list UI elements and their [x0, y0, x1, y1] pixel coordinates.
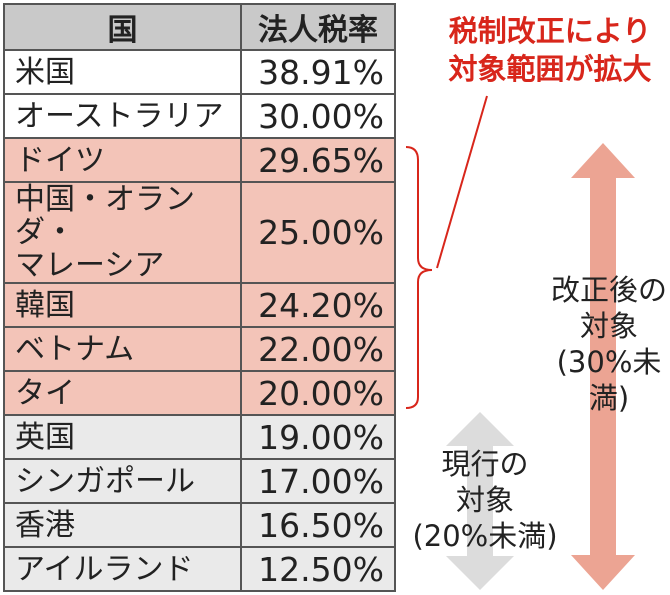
tax-rate-cell: 25.00%: [240, 181, 396, 284]
annotation-expanded-scope: 税制改正により 対象範囲が拡大: [430, 12, 670, 88]
tax-rate-cell: 22.00%: [240, 326, 396, 372]
annotation-expanded-line-1: 税制改正により: [448, 14, 652, 48]
tax-rate-cell: 12.50%: [240, 546, 396, 592]
table-row: オーストラリア 30.00%: [3, 93, 396, 139]
table-row: 香港 16.50%: [3, 502, 396, 548]
annotation-connector: [436, 95, 488, 269]
label-current-line-3: (20%未満): [412, 519, 558, 553]
tax-rate-cell: 30.00%: [240, 93, 396, 139]
country-cell: 香港: [3, 502, 242, 548]
label-after-line-2: 対象: [579, 309, 638, 343]
table-row: 英国 19.00%: [3, 414, 396, 460]
label-current-line-1: 現行の: [441, 447, 529, 481]
tax-rate-cell: 38.91%: [240, 49, 396, 95]
country-cell: アイルランド: [3, 546, 242, 592]
tax-rate-cell: 20.00%: [240, 370, 396, 416]
table-row: ベトナム 22.00%: [3, 326, 396, 372]
country-cell: ドイツ: [3, 137, 242, 183]
country-cell: シンガポール: [3, 458, 242, 504]
tax-rate-cell: 19.00%: [240, 414, 396, 460]
header-country: 国: [3, 3, 242, 51]
table-row: 中国・オランダ・ マレーシア 25.00%: [3, 181, 396, 284]
annotation-expanded-line-2: 対象範囲が拡大: [448, 52, 652, 86]
country-cell: 英国: [3, 414, 242, 460]
table-header-row: 国 法人税率: [3, 3, 396, 51]
current-scope-arrow: [446, 412, 514, 590]
table-row: 韓国 24.20%: [3, 282, 396, 328]
table-row: タイ 20.00%: [3, 370, 396, 416]
label-current-scope: 現行の 対象 (20%未満): [405, 446, 565, 554]
country-cell: ベトナム: [3, 326, 242, 372]
tax-rate-cell: 29.65%: [240, 137, 396, 183]
label-after-line-1: 改正後の: [550, 273, 667, 307]
table-row: 米国 38.91%: [3, 49, 396, 95]
country-cell: 米国: [3, 49, 242, 95]
tax-rate-cell: 17.00%: [240, 458, 396, 504]
tax-rate-cell: 24.20%: [240, 282, 396, 328]
country-cell: 韓国: [3, 282, 242, 328]
tax-rate-table: 国 法人税率 米国 38.91% オーストラリア 30.00% ドイツ 29.65% 中国・…: [3, 3, 396, 592]
table-row: ドイツ 29.65%: [3, 137, 396, 183]
table-row: シンガポール 17.00%: [3, 458, 396, 504]
table-body: 米国 38.91% オーストラリア 30.00% ドイツ 29.65% 中国・オランダ・ マレ…: [3, 49, 396, 592]
country-cell: タイ: [3, 370, 242, 416]
expanded-bracket: [405, 146, 433, 409]
tax-rate-cell: 16.50%: [240, 502, 396, 548]
country-cell: オーストラリア: [3, 93, 242, 139]
label-after-reform-scope: 改正後の 対象 (30%未満): [548, 272, 670, 416]
label-after-line-3: (30%未満): [556, 345, 662, 415]
label-current-line-2: 対象: [455, 483, 514, 517]
after-reform-arrow: [571, 143, 635, 590]
table-row: アイルランド 12.50%: [3, 546, 396, 592]
country-cell: 中国・オランダ・ マレーシア: [3, 181, 242, 284]
header-tax-rate: 法人税率: [240, 3, 396, 51]
